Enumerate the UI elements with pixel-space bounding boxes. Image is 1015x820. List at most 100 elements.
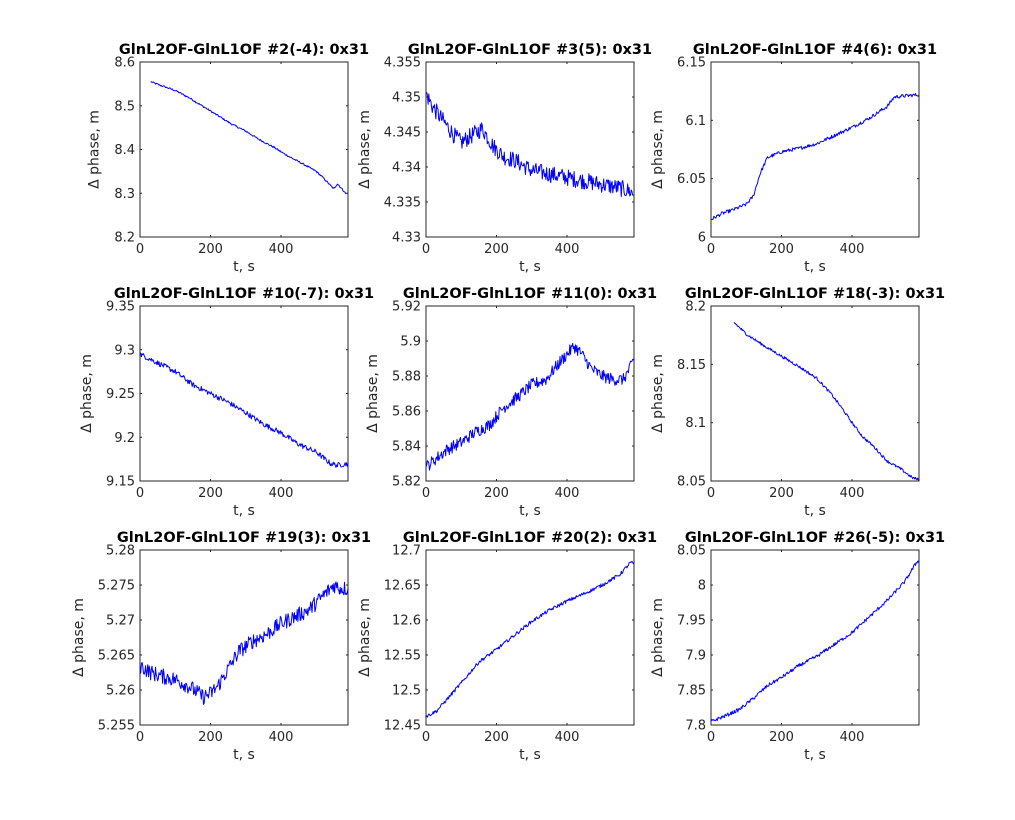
plot-title: GlnL2OF-GlnL1OF #3(5): 0x31: [408, 42, 652, 58]
series-line: [425, 560, 635, 718]
y-tick-label: 8.1: [685, 416, 706, 431]
x-tick-label: 0: [136, 486, 144, 501]
y-tick-label: 9.2: [114, 431, 135, 446]
series-line: [710, 559, 920, 722]
x-axis-label: t, s: [519, 503, 541, 519]
x-tick-label: 200: [484, 486, 509, 501]
x-tick-label: 400: [555, 486, 580, 501]
y-axis-label: Δ phase, m: [650, 354, 666, 433]
x-tick-label: 400: [555, 730, 580, 745]
axes-box: [425, 305, 635, 482]
y-axis-label: Δ phase, m: [357, 598, 373, 677]
y-tick-label: 8.5: [114, 99, 135, 114]
y-tick-label: 8.3: [114, 187, 135, 202]
y-tick-label: 12.45: [384, 719, 421, 734]
series-line: [733, 321, 920, 481]
plot-title: GlnL2OF-GlnL1OF #18(-3): 0x31: [685, 286, 945, 302]
plot-title: GlnL2OF-GlnL1OF #2(-4): 0x31: [119, 42, 369, 58]
y-tick-label: 9.15: [106, 475, 135, 490]
series-line: [139, 581, 349, 705]
plot-title: GlnL2OF-GlnL1OF #19(3): 0x31: [117, 530, 371, 546]
x-axis-label: t, s: [804, 259, 826, 275]
y-tick-label: 8.05: [677, 544, 706, 559]
y-tick-label: 9.3: [114, 343, 135, 358]
y-axis-label: Δ phase, m: [71, 598, 87, 677]
subplot-2: 0 200 400 4.33 4.335 4.34 4.345 4.35 4.355GlnL2O…: [357, 42, 652, 275]
subplot-5: 0 200 400 5.82 5.84 5.86 5.88 5.9 5.92GlnL2OF-Gl…: [365, 286, 657, 519]
x-axis-label: t, s: [519, 259, 541, 275]
y-tick-label: 7.85: [677, 684, 706, 699]
subplot-7: 0 200 400 5.255 5.26 5.265 5.27 5.275 5.28GlnL2O…: [71, 530, 371, 763]
y-tick-label: 5.275: [98, 579, 135, 594]
axes-box: [139, 61, 349, 238]
y-tick-label: 8.2: [685, 300, 706, 315]
axes-box: [139, 305, 349, 482]
y-tick-label: 4.35: [392, 91, 421, 106]
y-tick-label: 8.2: [114, 231, 135, 246]
y-tick-label: 4.34: [392, 161, 421, 176]
y-axis-label: Δ phase, m: [650, 110, 666, 189]
y-tick-label: 12.6: [392, 614, 421, 629]
y-tick-label: 6.15: [677, 56, 706, 71]
subplot-8: 0 200 400 12.45 12.5 12.55 12.6 12.65 12.7GlnL2O…: [357, 530, 657, 763]
y-tick-label: 5.88: [392, 370, 421, 385]
x-tick-label: 400: [269, 242, 294, 257]
y-tick-label: 5.84: [392, 440, 421, 455]
y-tick-label: 5.265: [98, 649, 135, 664]
series-line: [139, 352, 349, 468]
axes-box: [425, 61, 635, 238]
x-axis-label: t, s: [233, 259, 255, 275]
x-tick-label: 0: [707, 730, 715, 745]
y-tick-label: 5.82: [392, 475, 421, 490]
x-tick-label: 200: [198, 730, 223, 745]
y-tick-label: 5.27: [106, 614, 135, 629]
y-tick-label: 4.335: [384, 196, 421, 211]
subplot-4: 0 200 400 9.15 9.2 9.25 9.3 9.35GlnL2OF-GlnL1OF…: [79, 286, 374, 519]
y-axis-label: Δ phase, m: [650, 598, 666, 677]
x-tick-label: 400: [555, 242, 580, 257]
x-tick-label: 400: [269, 486, 294, 501]
y-tick-label: 5.255: [98, 719, 135, 734]
y-tick-label: 12.65: [384, 579, 421, 594]
axes-box: [710, 305, 920, 482]
plot-title: GlnL2OF-GlnL1OF #20(2): 0x31: [403, 530, 657, 546]
x-tick-label: 400: [840, 242, 865, 257]
x-axis-label: t, s: [233, 747, 255, 763]
y-tick-label: 5.86: [392, 405, 421, 420]
x-axis-label: t, s: [804, 747, 826, 763]
y-axis-label: Δ phase, m: [79, 354, 95, 433]
x-axis-label: t, s: [519, 747, 541, 763]
y-tick-label: 6.1: [685, 114, 706, 129]
series-line: [425, 342, 635, 471]
x-tick-label: 0: [136, 242, 144, 257]
y-tick-label: 4.33: [392, 231, 421, 246]
y-tick-label: 12.7: [392, 544, 421, 559]
x-tick-label: 0: [422, 486, 430, 501]
series-line: [150, 81, 347, 195]
x-tick-label: 200: [769, 242, 794, 257]
x-tick-label: 200: [769, 730, 794, 745]
y-tick-label: 5.28: [106, 544, 135, 559]
axes-box: [425, 549, 635, 726]
y-tick-label: 8.15: [677, 358, 706, 373]
y-tick-label: 4.355: [384, 56, 421, 71]
x-axis-label: t, s: [233, 503, 255, 519]
series-line: [425, 92, 635, 197]
y-tick-label: 5.26: [106, 684, 135, 699]
plot-title: GlnL2OF-GlnL1OF #26(-5): 0x31: [685, 530, 945, 546]
x-tick-label: 0: [422, 730, 430, 745]
x-tick-label: 200: [198, 486, 223, 501]
y-tick-label: 6.05: [677, 172, 706, 187]
y-tick-label: 12.5: [392, 684, 421, 699]
x-tick-label: 0: [422, 242, 430, 257]
x-tick-label: 0: [136, 730, 144, 745]
y-tick-label: 4.345: [384, 126, 421, 141]
y-tick-label: 8.6: [114, 56, 135, 71]
y-tick-label: 5.9: [400, 335, 421, 350]
y-tick-label: 8.4: [114, 143, 135, 158]
y-tick-label: 7.9: [685, 649, 706, 664]
